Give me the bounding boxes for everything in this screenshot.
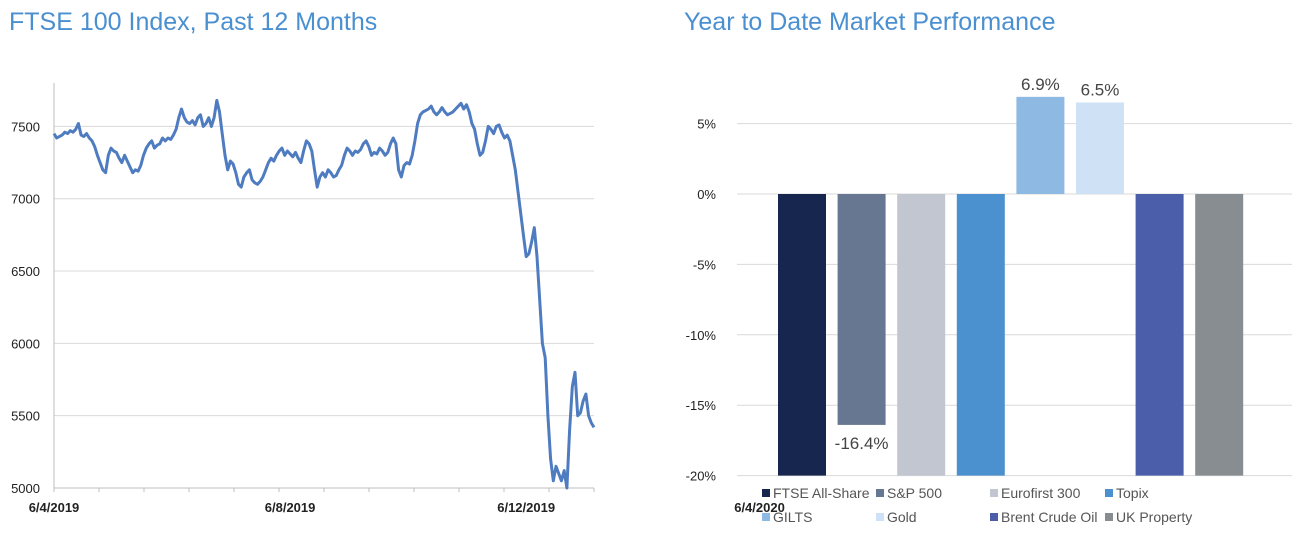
legend-label: Brent Crude Oil [1001, 509, 1097, 525]
legend-swatch [990, 513, 998, 521]
legend-swatch [1105, 513, 1113, 521]
bar-data-label: 6.9% [1021, 75, 1060, 94]
bar-data-label: 6.5% [1081, 80, 1120, 99]
bar-y-tick-label: -20% [686, 469, 717, 484]
legend-swatch [762, 513, 770, 521]
line-x-tick-label: 6/4/2020 [734, 500, 785, 515]
legend-swatch [990, 489, 998, 497]
legend-swatch [876, 489, 884, 497]
legend-label: S&P 500 [887, 485, 942, 501]
bar-brent-crude-oil [1135, 194, 1184, 476]
line-y-tick-label: 6000 [11, 336, 40, 351]
line-x-tick-label: 6/8/2019 [265, 500, 316, 515]
bar-chart-title: Year to Date Market Performance [684, 8, 1056, 36]
bar-uk-property [1195, 194, 1244, 476]
bar-topix [956, 194, 1005, 476]
bar-y-tick-label: 5% [697, 117, 716, 132]
line-y-tick-label: 7500 [11, 119, 40, 134]
line-y-tick-label: 5500 [11, 409, 40, 424]
line-x-tick-label: 6/4/2019 [29, 500, 80, 515]
legend-swatch [876, 513, 884, 521]
bar-y-tick-label: -15% [686, 398, 717, 413]
ftse-100-series-line [52, 98, 596, 490]
legend-label: UK Property [1116, 509, 1192, 525]
bar-s-p-500 [837, 194, 886, 425]
bar-gold [1076, 102, 1124, 194]
bar-data-label: -16.4% [835, 434, 889, 453]
bar-eurofirst-300 [897, 194, 946, 476]
bar-ftse-all-share [778, 194, 826, 476]
legend-swatch [762, 489, 770, 497]
line-y-tick-label: 7000 [11, 192, 40, 207]
line-chart-title: FTSE 100 Index, Past 12 Months [9, 8, 378, 36]
legend-label: Gold [887, 509, 917, 525]
legend-label: GILTS [773, 509, 812, 525]
legend-label: FTSE All-Share [773, 485, 870, 501]
legend-label: Topix [1116, 485, 1149, 501]
bar-y-tick-label: -10% [686, 328, 717, 343]
legend-label: Eurofirst 300 [1001, 485, 1081, 501]
line-y-tick-label: 6500 [11, 264, 40, 279]
bar-y-tick-label: 0% [697, 187, 716, 202]
line-y-tick-label: 5000 [11, 481, 40, 496]
bar-y-tick-label: -5% [693, 257, 717, 272]
line-x-tick-label: 6/12/2019 [497, 500, 555, 515]
legend-swatch [1105, 489, 1113, 497]
bar-gilts [1016, 96, 1065, 194]
